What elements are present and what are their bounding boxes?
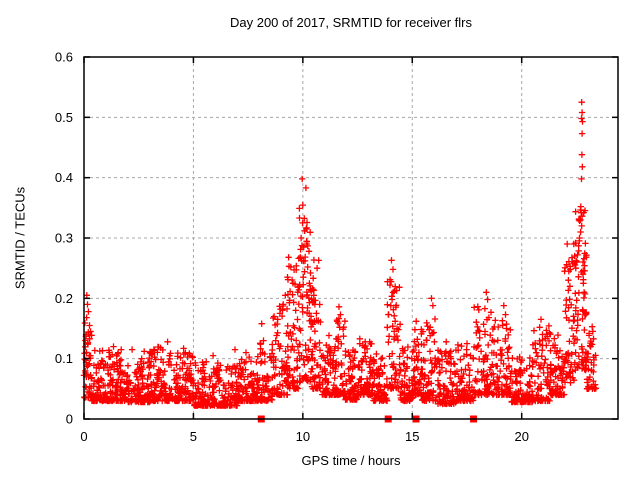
- grid-lines: [84, 57, 618, 419]
- y-tick-label: 0.2: [55, 291, 73, 306]
- y-axis-label: SRMTID / TECUs: [12, 186, 28, 290]
- x-tick-label: 15: [405, 429, 419, 444]
- x-tick-label: 5: [190, 429, 197, 444]
- y-tick-label: 0.6: [55, 50, 73, 65]
- chart-title: Day 200 of 2017, SRMTID for receiver flr…: [229, 15, 473, 30]
- scatter-points: [80, 99, 600, 409]
- y-tick-label: 0.3: [55, 231, 73, 246]
- x-tick-label: 10: [296, 429, 310, 444]
- x-axis-label: GPS time / hours: [301, 453, 401, 468]
- y-tick-label: 0.4: [55, 170, 73, 185]
- axes-border: [83, 56, 619, 420]
- y-tick-label: 0.1: [55, 351, 73, 366]
- tick-labels: 0 0.1 0.2 0.3 0.4 0.5 0.6 0 5 10 15 20: [55, 50, 529, 445]
- x-tick-label: 20: [514, 429, 528, 444]
- y-tick-label: 0: [66, 412, 73, 427]
- y-tick-label: 0.5: [55, 110, 73, 125]
- x-tick-label: 0: [80, 429, 87, 444]
